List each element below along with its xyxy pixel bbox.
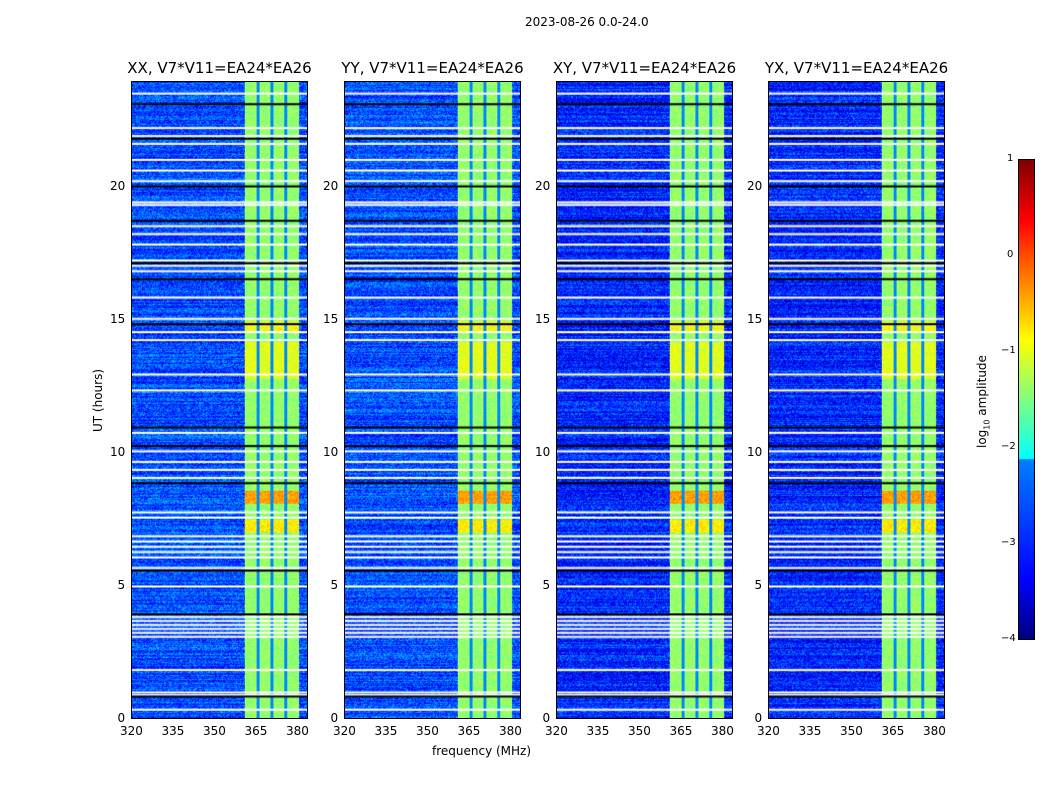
x-tick-label: 350 xyxy=(202,724,226,738)
spectrogram-panel xyxy=(131,81,308,719)
x-tick-label: 365 xyxy=(244,724,268,738)
suptitle: 2023-08-26 0.0-24.0 xyxy=(525,15,649,29)
spectrogram-panel xyxy=(768,81,945,719)
y-tick-label: 10 xyxy=(110,445,126,460)
colorbar-tick-label: 0 xyxy=(1007,249,1014,260)
y-tick-label: 0 xyxy=(754,711,763,725)
panel-title: YY, V7*V11=EA24*EA26 xyxy=(341,59,524,77)
heatmap-image xyxy=(132,82,307,718)
x-tick-label: 320 xyxy=(757,724,780,738)
y-tick-label: 20 xyxy=(747,179,763,194)
x-tick-label: 350 xyxy=(839,724,863,738)
y-tick-label: 0 xyxy=(542,711,551,725)
x-axis-label: frequency (MHz) xyxy=(432,744,532,758)
colorbar-tick-label: −4 xyxy=(1001,633,1016,644)
spectrogram-panel xyxy=(556,81,733,719)
x-tick-label: 335 xyxy=(374,724,398,738)
y-tick-label: 10 xyxy=(747,445,763,460)
x-tick-label: 320 xyxy=(120,724,143,738)
colorbar-tick-label: 1 xyxy=(1007,153,1014,164)
x-tick-label: 365 xyxy=(669,724,693,738)
colorbar-label: log10 amplitude xyxy=(975,355,992,448)
panel-title: XY, V7*V11=EA24*EA26 xyxy=(552,59,737,77)
y-tick-label: 15 xyxy=(535,312,551,327)
y-tick-label: 5 xyxy=(117,578,126,593)
x-tick-label: 380 xyxy=(498,724,522,738)
panel-title: XX, V7*V11=EA24*EA26 xyxy=(127,59,312,77)
panel-title: YX, V7*V11=EA24*EA26 xyxy=(764,59,949,77)
x-tick-label: 320 xyxy=(545,724,568,738)
x-tick-label: 335 xyxy=(798,724,822,738)
colorbar-tick-label: −2 xyxy=(1001,441,1016,452)
x-tick-label: 350 xyxy=(627,724,651,738)
x-tick-label: 335 xyxy=(586,724,610,738)
y-tick-label: 15 xyxy=(110,312,126,327)
y-tick-label: 10 xyxy=(535,445,551,460)
x-tick-label: 365 xyxy=(881,724,905,738)
x-tick-label: 365 xyxy=(457,724,481,738)
heatmap-image xyxy=(345,82,520,718)
heatmap-image xyxy=(769,82,944,718)
y-tick-label: 5 xyxy=(542,578,551,593)
y-tick-label: 0 xyxy=(330,711,339,725)
y-tick-label: 15 xyxy=(747,312,763,327)
y-tick-label: 20 xyxy=(110,179,126,194)
x-tick-label: 335 xyxy=(161,724,185,738)
y-tick-label: 20 xyxy=(535,179,551,194)
x-tick-label: 380 xyxy=(285,724,309,738)
x-tick-label: 320 xyxy=(333,724,356,738)
colorbar xyxy=(1018,159,1035,640)
y-axis-label: UT (hours) xyxy=(91,368,105,432)
spectrogram-panel xyxy=(344,81,521,719)
x-tick-label: 380 xyxy=(922,724,946,738)
y-tick-label: 10 xyxy=(323,445,339,460)
y-tick-label: 5 xyxy=(754,578,763,593)
y-tick-label: 20 xyxy=(323,179,339,194)
y-tick-label: 15 xyxy=(323,312,339,327)
y-tick-label: 0 xyxy=(117,711,126,725)
x-tick-label: 380 xyxy=(710,724,734,738)
colorbar-tick-label: −3 xyxy=(1001,537,1016,548)
heatmap-image xyxy=(557,82,732,718)
x-tick-label: 350 xyxy=(415,724,439,738)
colorbar-tick-label: −1 xyxy=(1001,345,1016,356)
y-tick-label: 5 xyxy=(330,578,339,593)
